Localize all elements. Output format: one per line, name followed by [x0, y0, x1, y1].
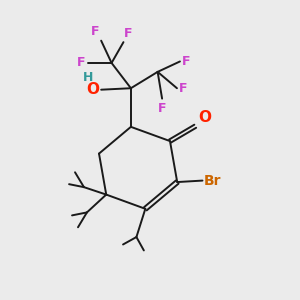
Text: F: F: [179, 82, 188, 95]
Text: O: O: [198, 110, 211, 125]
Text: F: F: [91, 25, 100, 38]
Text: F: F: [124, 27, 133, 40]
Text: H: H: [82, 71, 93, 84]
Text: O: O: [87, 82, 100, 97]
Text: F: F: [158, 102, 166, 115]
Text: F: F: [77, 56, 85, 70]
Text: F: F: [182, 55, 191, 68]
Text: Br: Br: [204, 174, 221, 188]
